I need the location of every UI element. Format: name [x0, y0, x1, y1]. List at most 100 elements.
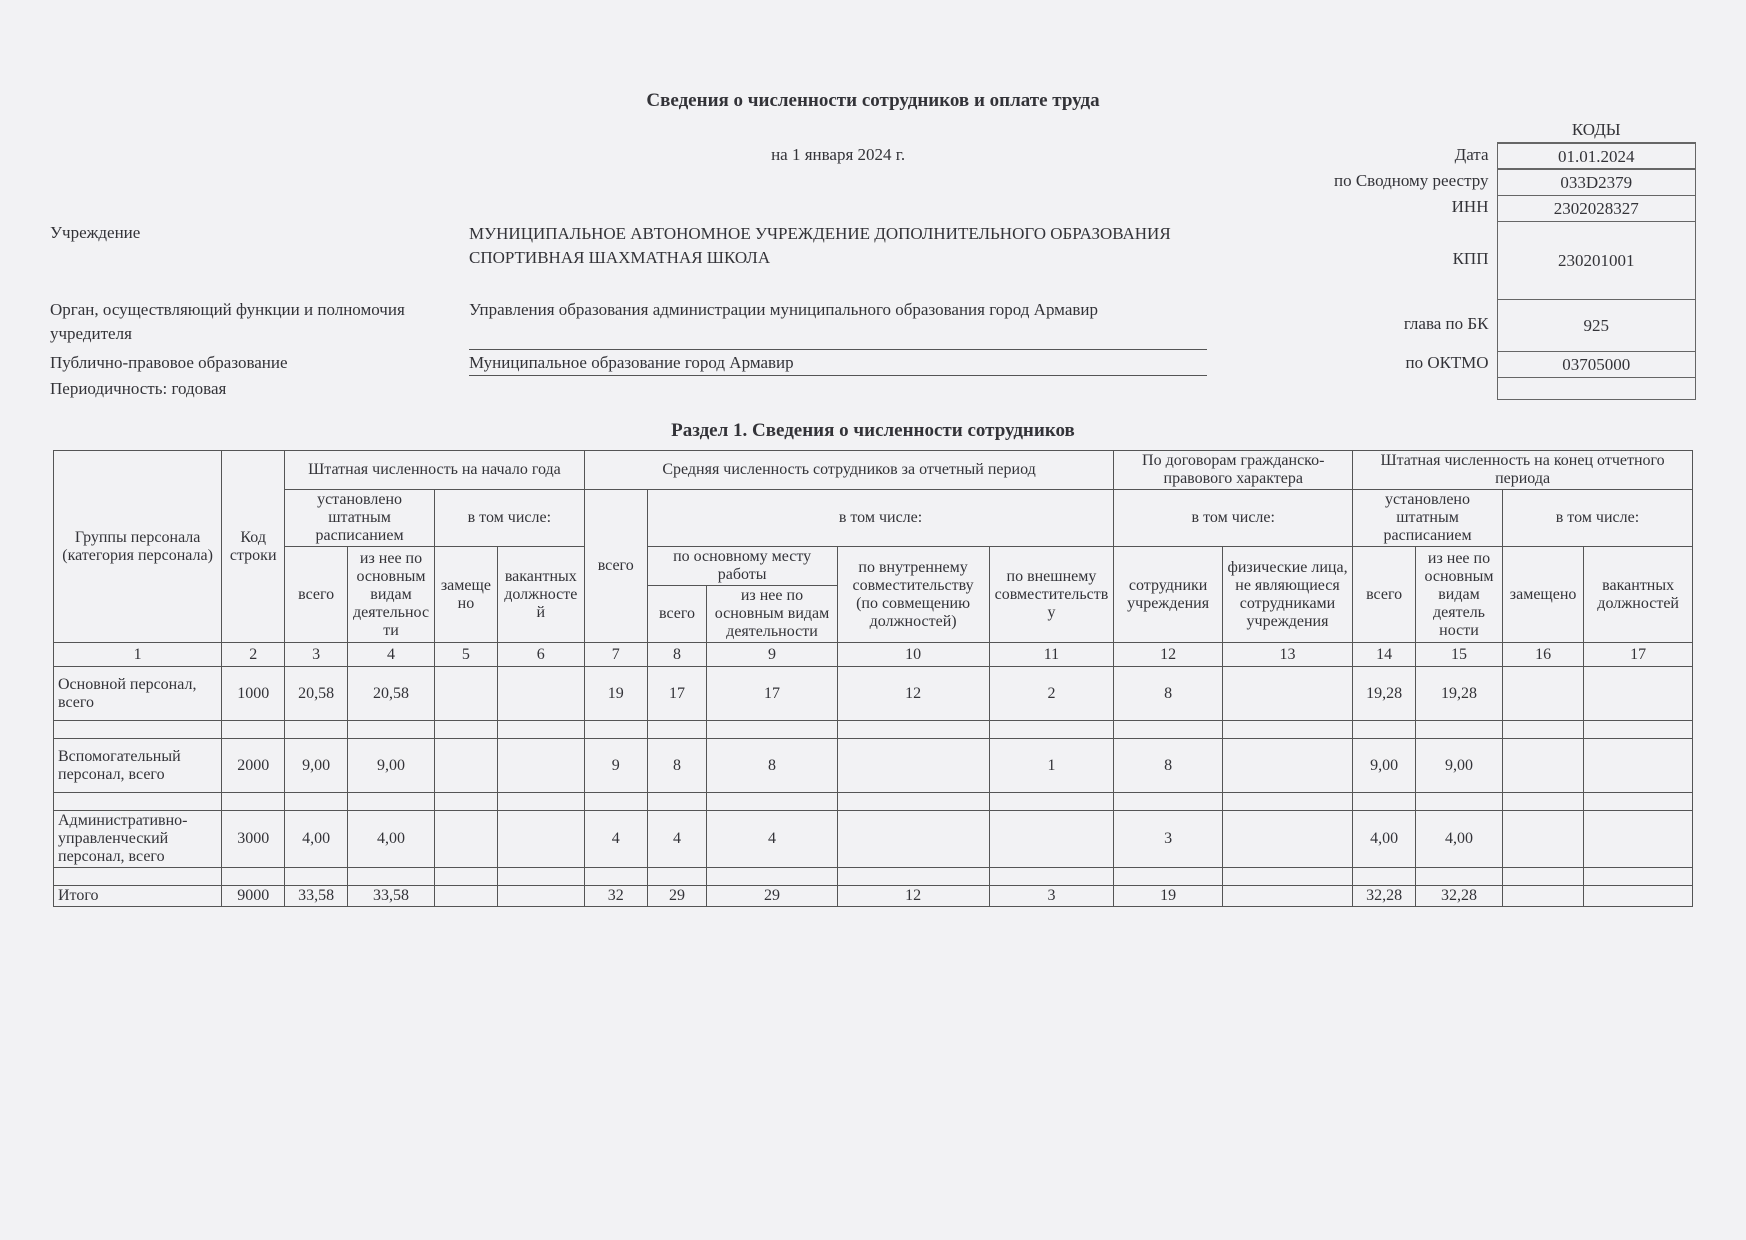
cell: 19: [1114, 886, 1223, 907]
h-vtom2: в том числе:: [647, 490, 1114, 547]
colnum-5: 5: [434, 643, 497, 667]
cell: [1222, 886, 1352, 907]
colnum-9: 9: [707, 643, 837, 667]
main-table: Группы персонала (категория персонала) К…: [53, 450, 1693, 907]
cell: 19,28: [1353, 667, 1416, 721]
cell: [1222, 739, 1352, 793]
colnum-6: 6: [497, 643, 584, 667]
h-ustav: установлено штатным расписанием: [285, 490, 435, 547]
h-izmain4: из нее по основным видам деятельности: [348, 547, 435, 643]
cell: 4,00: [1416, 811, 1503, 868]
cell: 1: [989, 739, 1114, 793]
h-zamesh5: замещено: [434, 547, 497, 643]
h-izmain15: из нее по основным видам деятель ности: [1416, 547, 1503, 643]
cell: 8: [1114, 667, 1223, 721]
header-block: Учреждение Орган, осуществляющий функции…: [50, 142, 1696, 402]
cell: 20,58: [285, 667, 348, 721]
cell: 2000: [222, 739, 285, 793]
table-row-total: Итого900033,5833,583229291231932,2832,28: [54, 886, 1693, 907]
h-external: по внешнему совместительству: [989, 547, 1114, 643]
cell: Основной персонал, всего: [54, 667, 222, 721]
label-kpp: КПП: [1207, 220, 1488, 298]
h-vsego7: всего: [584, 490, 647, 643]
cell: [497, 811, 584, 868]
cell: 2: [989, 667, 1114, 721]
cell: [837, 739, 989, 793]
cell: 32,28: [1353, 886, 1416, 907]
label-ppe: Публично-правовое образование: [50, 350, 469, 376]
date-line: на 1 января 2024 г.: [469, 142, 1207, 168]
cell: 9,00: [1353, 739, 1416, 793]
cell: 33,58: [285, 886, 348, 907]
code-date: 01.01.2024: [1497, 144, 1696, 170]
code-oktmo: 03705000: [1497, 352, 1696, 378]
code-registry: 033D2379: [1497, 170, 1696, 196]
colnum-15: 15: [1416, 643, 1503, 667]
cell: 12: [837, 667, 989, 721]
h-mainplace: по основному месту работы: [647, 547, 837, 586]
table-row-blank: [54, 721, 1693, 739]
h-rowcode: Код строки: [222, 451, 285, 643]
cell: Итого: [54, 886, 222, 907]
label-institution: Учреждение: [50, 220, 469, 298]
cell: 20,58: [348, 667, 435, 721]
code-blank: [1497, 378, 1696, 400]
cell: [837, 811, 989, 868]
cell: 4: [584, 811, 647, 868]
colnum-17: 17: [1584, 643, 1693, 667]
cell: 3000: [222, 811, 285, 868]
h-vacant17: вакантных должностей: [1584, 547, 1693, 643]
cell: 29: [707, 886, 837, 907]
label-oktmo: по ОКТМО: [1207, 350, 1488, 376]
code-kpp: 230201001: [1497, 222, 1696, 300]
h-startyear: Штатная численность на начало года: [285, 451, 585, 490]
cell: 29: [647, 886, 707, 907]
cell: 4,00: [348, 811, 435, 868]
label-inn: ИНН: [1207, 194, 1488, 220]
cell: [1502, 886, 1583, 907]
label-registry: по Сводному реестру: [1207, 168, 1488, 194]
colnum-2: 2: [222, 643, 285, 667]
h-avg: Средняя численность сотрудников за отчет…: [584, 451, 1114, 490]
cell: 8: [647, 739, 707, 793]
label-glava: глава по БК: [1207, 298, 1488, 350]
cell: 8: [707, 739, 837, 793]
cell: 9,00: [1416, 739, 1503, 793]
colnum-11: 11: [989, 643, 1114, 667]
cell: 32,28: [1416, 886, 1503, 907]
cell: 9: [584, 739, 647, 793]
h-vtom3: в том числе:: [1114, 490, 1353, 547]
h-employees: сотрудники учреждения: [1114, 547, 1223, 643]
label-date: Дата: [1207, 142, 1488, 168]
cell: [1222, 811, 1352, 868]
cell: [1502, 739, 1583, 793]
h-zamesh16: замещено: [1502, 547, 1583, 643]
table-row: Административно-управленческий персонал,…: [54, 811, 1693, 868]
value-institution: МУНИЦИПАЛЬНОЕ АВТОНОМНОЕ УЧРЕЖДЕНИЕ ДОПО…: [469, 220, 1207, 298]
h-vtom4: в том числе:: [1502, 490, 1692, 547]
h-vtom1: в том числе:: [434, 490, 584, 547]
cell: [989, 811, 1114, 868]
page-title: Сведения о численности сотрудников и опл…: [50, 90, 1696, 112]
code-inn: 2302028327: [1497, 196, 1696, 222]
value-organ: Управления образования администрации мун…: [469, 298, 1207, 350]
cell: Административно-управленческий персонал,…: [54, 811, 222, 868]
label-organ: Орган, осуществляющий функции и полномоч…: [50, 298, 469, 350]
h-vsego8: всего: [647, 586, 707, 643]
cell: Вспомогательный персонал, всего: [54, 739, 222, 793]
cell: [1222, 667, 1352, 721]
cell: [497, 739, 584, 793]
cell: [1502, 811, 1583, 868]
cell: 12: [837, 886, 989, 907]
cell: [1584, 739, 1693, 793]
cell: 32: [584, 886, 647, 907]
h-vacant6: вакантных должностей: [497, 547, 584, 643]
colnum-10: 10: [837, 643, 989, 667]
table-row-blank: [54, 868, 1693, 886]
h-vsego14: всего: [1353, 547, 1416, 643]
cell: 3: [1114, 811, 1223, 868]
h-endperiod: Штатная численность на конец отчетного п…: [1353, 451, 1693, 490]
section1-title: Раздел 1. Сведения о численности сотрудн…: [50, 420, 1696, 442]
cell: [1584, 811, 1693, 868]
cell: 4,00: [285, 811, 348, 868]
